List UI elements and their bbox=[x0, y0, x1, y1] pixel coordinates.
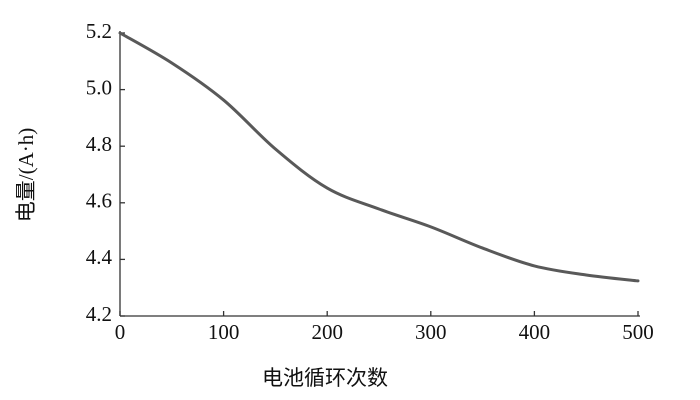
x-tick-label: 200 bbox=[311, 320, 343, 344]
y-tick-label: 4.4 bbox=[86, 245, 113, 269]
x-tick-label: 500 bbox=[622, 320, 654, 344]
x-tick-label: 0 bbox=[115, 320, 126, 344]
y-tick-label: 5.2 bbox=[86, 19, 112, 43]
y-axis-label: 电量/(A·h) bbox=[14, 128, 38, 222]
y-tick-label: 5.0 bbox=[86, 75, 112, 99]
y-tick-label: 4.8 bbox=[86, 132, 112, 156]
data-line bbox=[118, 31, 640, 283]
x-tick-label: 300 bbox=[415, 320, 447, 344]
y-tick-label: 4.6 bbox=[86, 189, 112, 213]
x-axis-label: 电池循环次数 bbox=[262, 366, 388, 390]
x-tick-label: 100 bbox=[208, 320, 240, 344]
y-tick-label: 4.2 bbox=[86, 302, 112, 326]
x-tick-label: 400 bbox=[519, 320, 551, 344]
